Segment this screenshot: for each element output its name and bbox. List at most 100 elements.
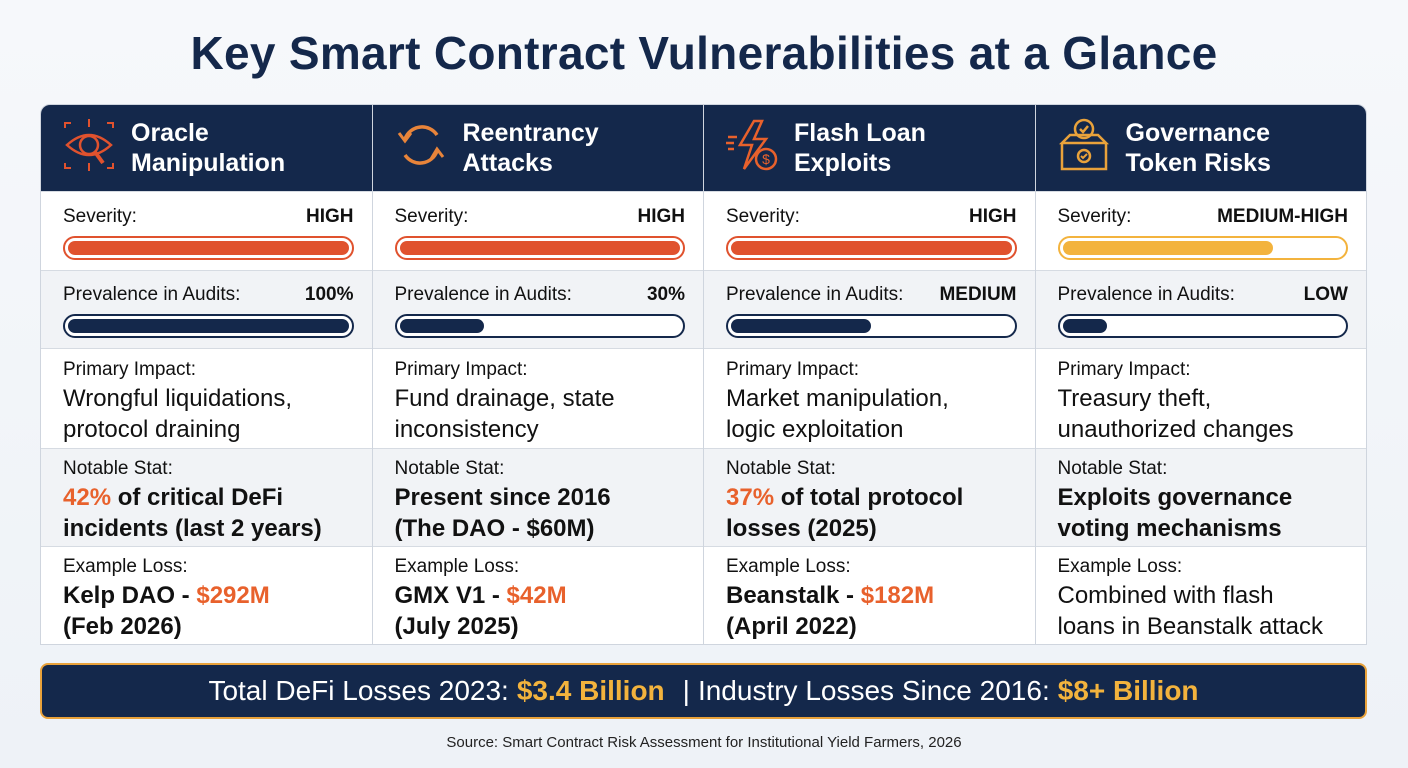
- primary-impact-label: Primary Impact:: [726, 359, 860, 381]
- severity-bar: [63, 235, 354, 260]
- notable-stat-line: (The DAO - $60M): [395, 515, 686, 542]
- primary-impact-row: Primary Impact: Fund drainage, state incon…: [372, 348, 703, 448]
- vulnerability-column: $ Flash Loan Exploits Severity: HIGH Prevalen…: [704, 105, 1036, 644]
- example-loss-highlight: $292M: [196, 582, 270, 610]
- notable-stat-line: Exploits governance: [1058, 484, 1349, 511]
- severity-bar-fill: [399, 240, 680, 255]
- primary-impact-label: Primary Impact:: [63, 359, 197, 381]
- prevalence-row: Prevalence in Audits: MEDIUM: [704, 270, 1035, 349]
- prevalence-label-row: Prevalence in Audits: MEDIUM: [726, 284, 1017, 306]
- notable-stat-text: losses (2025): [726, 514, 877, 542]
- notable-stat-text: incidents (last 2 years): [63, 514, 322, 542]
- vulnerability-column: Oracle Manipulation Severity: HIGH Prevalenc…: [41, 105, 373, 644]
- example-loss-text: GMX V1 -: [394, 582, 507, 610]
- prevalence-bar-fill: [68, 319, 349, 334]
- severity-value: HIGH: [637, 205, 686, 227]
- severity-label: Severity:: [726, 205, 800, 227]
- notable-stat-label: Notable Stat:: [1057, 457, 1168, 479]
- severity-row: Severity: MEDIUM-HIGH: [1035, 190, 1366, 271]
- prevalence-label: Prevalence in Audits:: [394, 284, 572, 306]
- notable-stat-label: Notable Stat:: [726, 457, 836, 479]
- notable-stat-line: 37% of total protocol: [726, 484, 1017, 511]
- notable-stat-text: voting mechanisms: [1057, 514, 1282, 542]
- prevalence-value: 100%: [304, 284, 354, 306]
- vulnerability-table: Oracle Manipulation Severity: HIGH Prevalenc…: [40, 104, 1367, 645]
- ballot-box-icon: [1056, 117, 1112, 178]
- primary-impact-text: inconsistency: [394, 416, 539, 444]
- notable-stat-row: Notable Stat: Present since 2016 (The DAO …: [372, 447, 703, 547]
- severity-value: MEDIUM-HIGH: [1217, 205, 1348, 227]
- example-loss-label: Example Loss:: [1057, 556, 1183, 578]
- notable-stat-row: Notable Stat: 37% of total protocol losses…: [704, 447, 1035, 547]
- notable-stat-line: Present since 2016: [395, 484, 686, 511]
- primary-impact-text: Market manipulation,: [726, 385, 949, 413]
- example-loss-highlight: $182M: [860, 582, 935, 610]
- prevalence-value: 30%: [646, 284, 685, 306]
- prevalence-label: Prevalence in Audits:: [1057, 284, 1235, 306]
- severity-bar-fill: [731, 240, 1012, 255]
- prevalence-bar: [394, 314, 685, 339]
- example-loss-line: (Feb 2026): [63, 613, 354, 640]
- banner-separator: |: [682, 675, 690, 706]
- severity-row: Severity: HIGH: [704, 190, 1035, 271]
- page-title: Key Smart Contract Vulnerabilities at a …: [190, 27, 1218, 79]
- example-loss-text: (July 2025): [394, 613, 519, 641]
- banner-value-since-2016: $8+ Billion: [1057, 675, 1199, 706]
- example-loss-label: Example Loss:: [63, 556, 188, 578]
- severity-label: Severity:: [1057, 205, 1132, 227]
- column-header: Reentrancy Attacks: [372, 105, 703, 191]
- column-title-line: Governance: [1125, 118, 1271, 147]
- prevalence-label: Prevalence in Audits:: [63, 284, 241, 306]
- example-loss-text: (April 2022): [726, 613, 857, 641]
- notable-stat-label: Notable Stat:: [394, 457, 505, 479]
- cycle-arrows-icon: [393, 117, 449, 178]
- severity-label: Severity:: [394, 205, 469, 227]
- column-header: Governance Token Risks: [1035, 105, 1366, 191]
- primary-impact-label: Primary Impact:: [1057, 359, 1191, 381]
- example-loss-line: Beanstalk - $182M: [726, 582, 1017, 609]
- severity-label: Severity:: [63, 205, 137, 227]
- vulnerability-column: Reentrancy Attacks Severity: HIGH Prevalence…: [372, 105, 704, 644]
- vulnerability-column: Governance Token Risks Severity: MEDIUM-HIG…: [1035, 105, 1366, 644]
- column-title-line: Exploits: [794, 148, 892, 177]
- example-loss-line: (April 2022): [726, 613, 1017, 640]
- banner-value-2023: $3.4 Billion: [516, 675, 665, 706]
- severity-label-row: Severity: MEDIUM-HIGH: [1058, 206, 1349, 228]
- severity-label-row: Severity: HIGH: [63, 206, 354, 228]
- primary-impact-row: Primary Impact: Market manipulation, logic…: [704, 348, 1035, 448]
- column-header: $ Flash Loan Exploits: [704, 105, 1035, 191]
- prevalence-value: MEDIUM: [939, 284, 1017, 306]
- banner-label-since-2016: Industry Losses Since 2016:: [697, 675, 1050, 706]
- notable-stat-text: of total protocol: [774, 483, 964, 511]
- example-loss-text: Beanstalk -: [726, 582, 861, 610]
- primary-impact-row: Primary Impact: Wrongful liquidations, pro…: [41, 348, 372, 448]
- column-title-line: Oracle: [131, 118, 209, 147]
- example-loss-row: Example Loss: Combined with flash loans in…: [1035, 546, 1366, 644]
- notable-stat-label: Notable Stat:: [63, 457, 173, 479]
- primary-impact-text: unauthorized changes: [1057, 416, 1294, 444]
- losses-banner: Total DeFi Losses 2023: $3.4 Billion | I…: [40, 663, 1367, 719]
- prevalence-label-row: Prevalence in Audits: 100%: [63, 284, 354, 306]
- example-loss-row: Example Loss: Kelp DAO - $292M (Feb 2026): [41, 546, 372, 644]
- severity-label-row: Severity: HIGH: [395, 206, 686, 228]
- notable-stat-row: Notable Stat: 42% of critical DeFi inciden…: [41, 447, 372, 547]
- notable-stat-text: Present since 2016: [394, 483, 611, 511]
- primary-impact-text: logic exploitation: [726, 416, 904, 444]
- example-loss-text: loans in Beanstalk attack: [1057, 613, 1324, 641]
- notable-stat-row: Notable Stat: Exploits governance voting m…: [1035, 447, 1366, 547]
- example-loss-line: (July 2025): [395, 613, 686, 640]
- severity-bar: [726, 235, 1017, 260]
- column-header: Oracle Manipulation: [41, 105, 372, 191]
- prevalence-label-row: Prevalence in Audits: 30%: [395, 284, 686, 306]
- source-note: Source: Smart Contract Risk Assessment f…: [446, 734, 962, 751]
- example-loss-text: Kelp DAO -: [63, 582, 197, 610]
- prevalence-bar: [726, 314, 1017, 339]
- prevalence-bar-fill: [1062, 319, 1108, 334]
- column-title-line: Flash Loan: [794, 118, 926, 147]
- severity-row: Severity: HIGH: [372, 190, 703, 271]
- example-loss-line: Combined with flash: [1058, 582, 1349, 609]
- example-loss-line: loans in Beanstalk attack: [1058, 613, 1349, 640]
- severity-bar-fill: [1062, 240, 1273, 255]
- column-title: Governance Token Risks: [1126, 118, 1271, 178]
- eye-magnifier-icon: [61, 117, 117, 178]
